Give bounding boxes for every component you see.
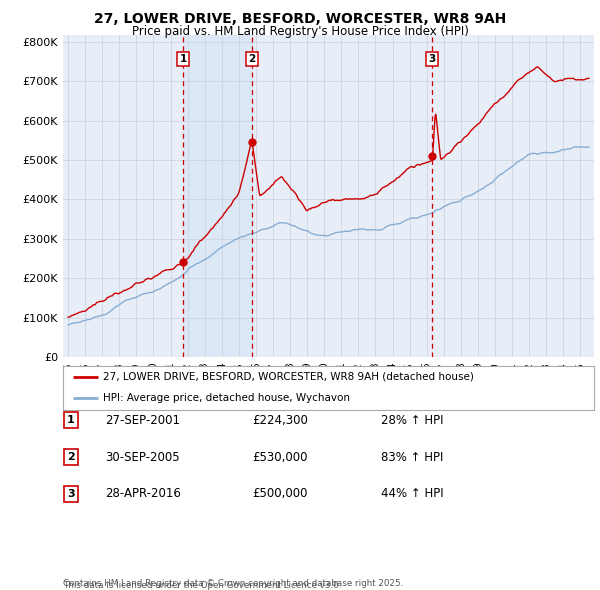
Text: 27, LOWER DRIVE, BESFORD, WORCESTER, WR8 9AH: 27, LOWER DRIVE, BESFORD, WORCESTER, WR8…	[94, 12, 506, 27]
Text: 1: 1	[67, 415, 74, 425]
Text: £500,000: £500,000	[252, 487, 308, 500]
Bar	[183, 35, 251, 357]
Text: 3: 3	[428, 54, 436, 64]
Text: 2: 2	[248, 54, 255, 64]
Text: 1: 1	[179, 54, 187, 64]
Text: Price paid vs. HM Land Registry's House Price Index (HPI): Price paid vs. HM Land Registry's House …	[131, 25, 469, 38]
Text: 27-SEP-2001: 27-SEP-2001	[105, 414, 180, 427]
Text: 3: 3	[67, 489, 74, 499]
Text: 28-APR-2016: 28-APR-2016	[105, 487, 181, 500]
Text: 30-SEP-2005: 30-SEP-2005	[105, 451, 179, 464]
Text: 2: 2	[67, 453, 74, 462]
Text: This data is licensed under the Open Government Licence v3.0.: This data is licensed under the Open Gov…	[63, 581, 341, 590]
Text: £530,000: £530,000	[252, 451, 308, 464]
Text: Contains HM Land Registry data © Crown copyright and database right 2025.: Contains HM Land Registry data © Crown c…	[63, 579, 403, 588]
Text: 27, LOWER DRIVE, BESFORD, WORCESTER, WR8 9AH (detached house): 27, LOWER DRIVE, BESFORD, WORCESTER, WR8…	[103, 372, 474, 382]
Text: £224,300: £224,300	[252, 414, 308, 427]
Text: HPI: Average price, detached house, Wychavon: HPI: Average price, detached house, Wych…	[103, 393, 350, 403]
Text: 83% ↑ HPI: 83% ↑ HPI	[381, 451, 443, 464]
Text: 28% ↑ HPI: 28% ↑ HPI	[381, 414, 443, 427]
Text: 44% ↑ HPI: 44% ↑ HPI	[381, 487, 443, 500]
